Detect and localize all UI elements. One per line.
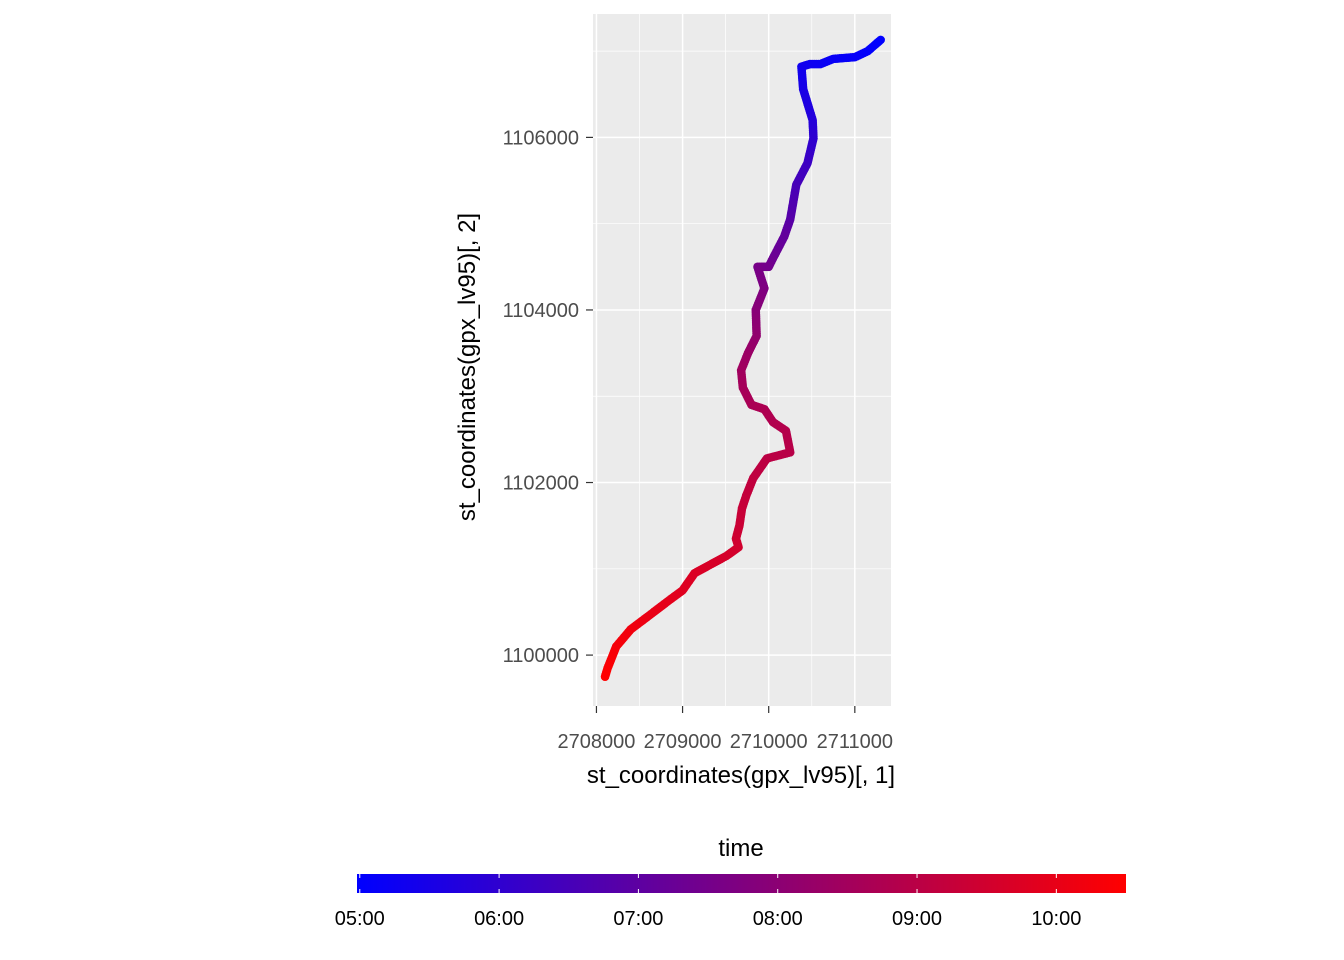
- y-tick-label: 1102000: [503, 473, 579, 495]
- y-tick-label: 1106000: [503, 127, 579, 149]
- x-tick-label: 2709000: [644, 731, 722, 753]
- track-point: [600, 672, 610, 681]
- legend-break-label: 07:00: [613, 908, 663, 930]
- legend-title: time: [718, 835, 763, 862]
- legend-break-label: 10:00: [1031, 908, 1081, 930]
- legend-break-label: 08:00: [753, 908, 803, 930]
- x-tick-label: 2710000: [730, 731, 808, 753]
- x-tick-label: 2711000: [817, 731, 893, 753]
- axes: 2708000 2709000 2710000 2711000 1100000 11020…: [503, 127, 893, 753]
- x-tick-label: 2708000: [558, 731, 636, 753]
- x-axis-title: st_coordinates(gpx_lv95)[, 1]: [587, 762, 895, 789]
- y-axis-title: st_coordinates(gpx_lv95)[, 2]: [454, 213, 481, 521]
- legend-breaks: 05:00 06:00 07:00 08:00 09:00 10:00: [335, 874, 1081, 930]
- legend-break-label: 05:00: [335, 908, 385, 930]
- y-tick-label: 1100000: [503, 645, 579, 667]
- gps-track: [600, 35, 885, 681]
- y-tick-label: 1104000: [503, 300, 579, 322]
- legend-break-label: 06:00: [474, 908, 524, 930]
- legend-colorbar: [357, 874, 1126, 893]
- legend-break-label: 09:00: [892, 908, 942, 930]
